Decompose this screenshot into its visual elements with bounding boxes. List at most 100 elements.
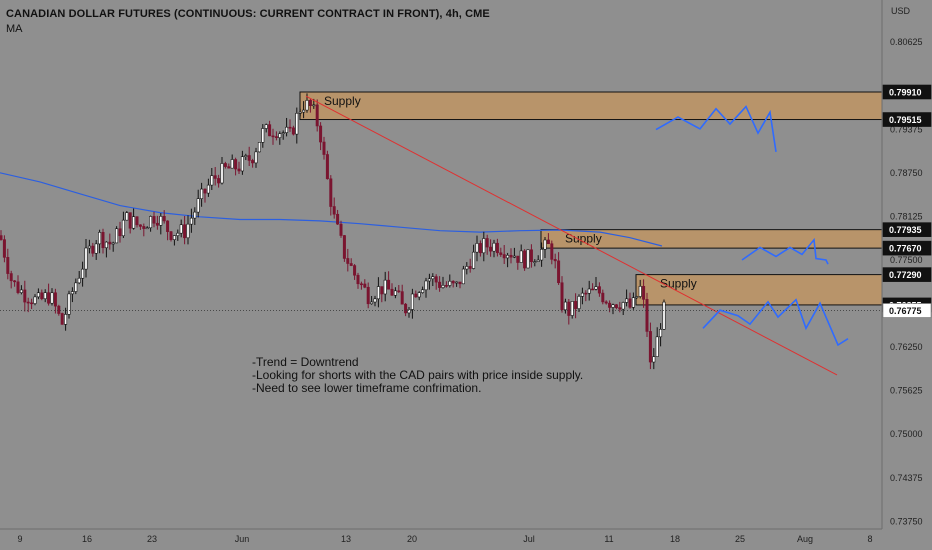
candle-body [281, 132, 285, 134]
candle-body [489, 246, 493, 252]
candle-body [104, 241, 108, 249]
candle-body [322, 141, 326, 155]
candle-body [81, 268, 85, 279]
candle-body [319, 125, 323, 143]
candle-body [502, 254, 506, 259]
candle-body [264, 124, 268, 129]
candle-body [485, 238, 489, 248]
candle-body [159, 216, 163, 226]
annotation-line: -Need to see lower timeframe confrimatio… [252, 381, 481, 395]
downtrend-line[interactable] [305, 95, 838, 376]
candle-body [206, 184, 210, 194]
candle-body [434, 276, 438, 283]
candle-body [465, 266, 469, 270]
candle-body [441, 285, 445, 288]
candle-body [288, 126, 292, 129]
candle-body [196, 198, 200, 213]
candle-body [166, 220, 170, 232]
time-tick-label: Aug [797, 534, 813, 544]
candle-body [118, 228, 122, 237]
candle-body [125, 212, 129, 221]
candle-body [67, 293, 71, 315]
candle-body [298, 111, 302, 114]
candle-body [87, 245, 91, 249]
indicator-label[interactable]: MA [6, 23, 23, 35]
candle-body [492, 242, 496, 252]
candle-body [540, 249, 544, 261]
price-marker-box [882, 84, 932, 100]
candle-body [342, 235, 346, 259]
candle-body [36, 292, 40, 298]
candle-body [19, 289, 23, 293]
projection-path [655, 105, 777, 153]
candle-body [251, 160, 255, 164]
candle-body [227, 166, 231, 169]
price-marker-label: 0.77935 [889, 225, 922, 235]
candle-body [84, 247, 88, 270]
time-axis[interactable]: 9 16 23 Jun 13 20 Jul 11 18 25 Aug 8 [17, 534, 872, 544]
candle-body [60, 313, 64, 325]
candle-body [142, 226, 146, 229]
trendline [0, 95, 882, 376]
time-tick-label: 20 [407, 534, 417, 544]
projection-paths [655, 105, 849, 347]
candle-body [563, 301, 567, 311]
candle-body [631, 297, 635, 308]
price-tick-label: 0.78125 [890, 211, 923, 221]
supply-zone[interactable] [299, 91, 883, 121]
supply-zone-label: Supply [660, 277, 697, 291]
candle-body [604, 301, 608, 304]
annotation-text: -Trend = Downtrend-Looking for shorts wi… [252, 355, 583, 395]
candle-body [2, 239, 6, 258]
candle-body [193, 211, 197, 219]
candle-body [557, 260, 561, 284]
candle-body [567, 301, 571, 316]
candle-body [101, 232, 105, 249]
candle-body [451, 280, 455, 284]
candle-body [40, 292, 44, 300]
candle-body [601, 292, 605, 303]
candle-body [652, 356, 656, 363]
candle-body [332, 206, 336, 215]
candle-body [305, 100, 309, 111]
candle-body [594, 286, 598, 290]
candle-body [580, 292, 584, 297]
candle-body [574, 301, 578, 309]
time-tick-label: 16 [82, 534, 92, 544]
candle-body [210, 175, 214, 186]
candle-body [591, 288, 595, 291]
supply-zone[interactable] [635, 274, 883, 306]
price-marker-box [882, 267, 932, 282]
candle-body [43, 292, 47, 300]
candle-body [597, 286, 601, 294]
candle-body [50, 292, 54, 304]
candle-body [77, 277, 81, 284]
candle-body [414, 293, 418, 298]
candle-body [363, 283, 367, 288]
price-tick-label: 0.73750 [890, 516, 923, 526]
candle-body [584, 292, 588, 295]
candle-body [135, 216, 139, 226]
candle-body [614, 304, 618, 308]
candle-body [645, 299, 649, 332]
price-marker-label: 0.79515 [889, 115, 922, 125]
candle-body [230, 159, 234, 169]
candle-body [400, 291, 404, 305]
candle-body [648, 331, 652, 363]
candle-body [353, 265, 357, 276]
candle-body [176, 232, 180, 236]
candle-body [247, 155, 251, 161]
candle-body [495, 242, 499, 254]
candle-body [397, 290, 401, 293]
candle-body [628, 298, 632, 308]
ma-line [0, 172, 663, 247]
candle-body [570, 301, 574, 316]
candle-body [30, 302, 34, 305]
candle-body [339, 223, 343, 236]
time-tick-label: 25 [735, 534, 745, 544]
candle-body [356, 274, 360, 285]
candle-body [475, 243, 479, 253]
candle-body [359, 283, 363, 286]
candle-body [410, 293, 414, 310]
